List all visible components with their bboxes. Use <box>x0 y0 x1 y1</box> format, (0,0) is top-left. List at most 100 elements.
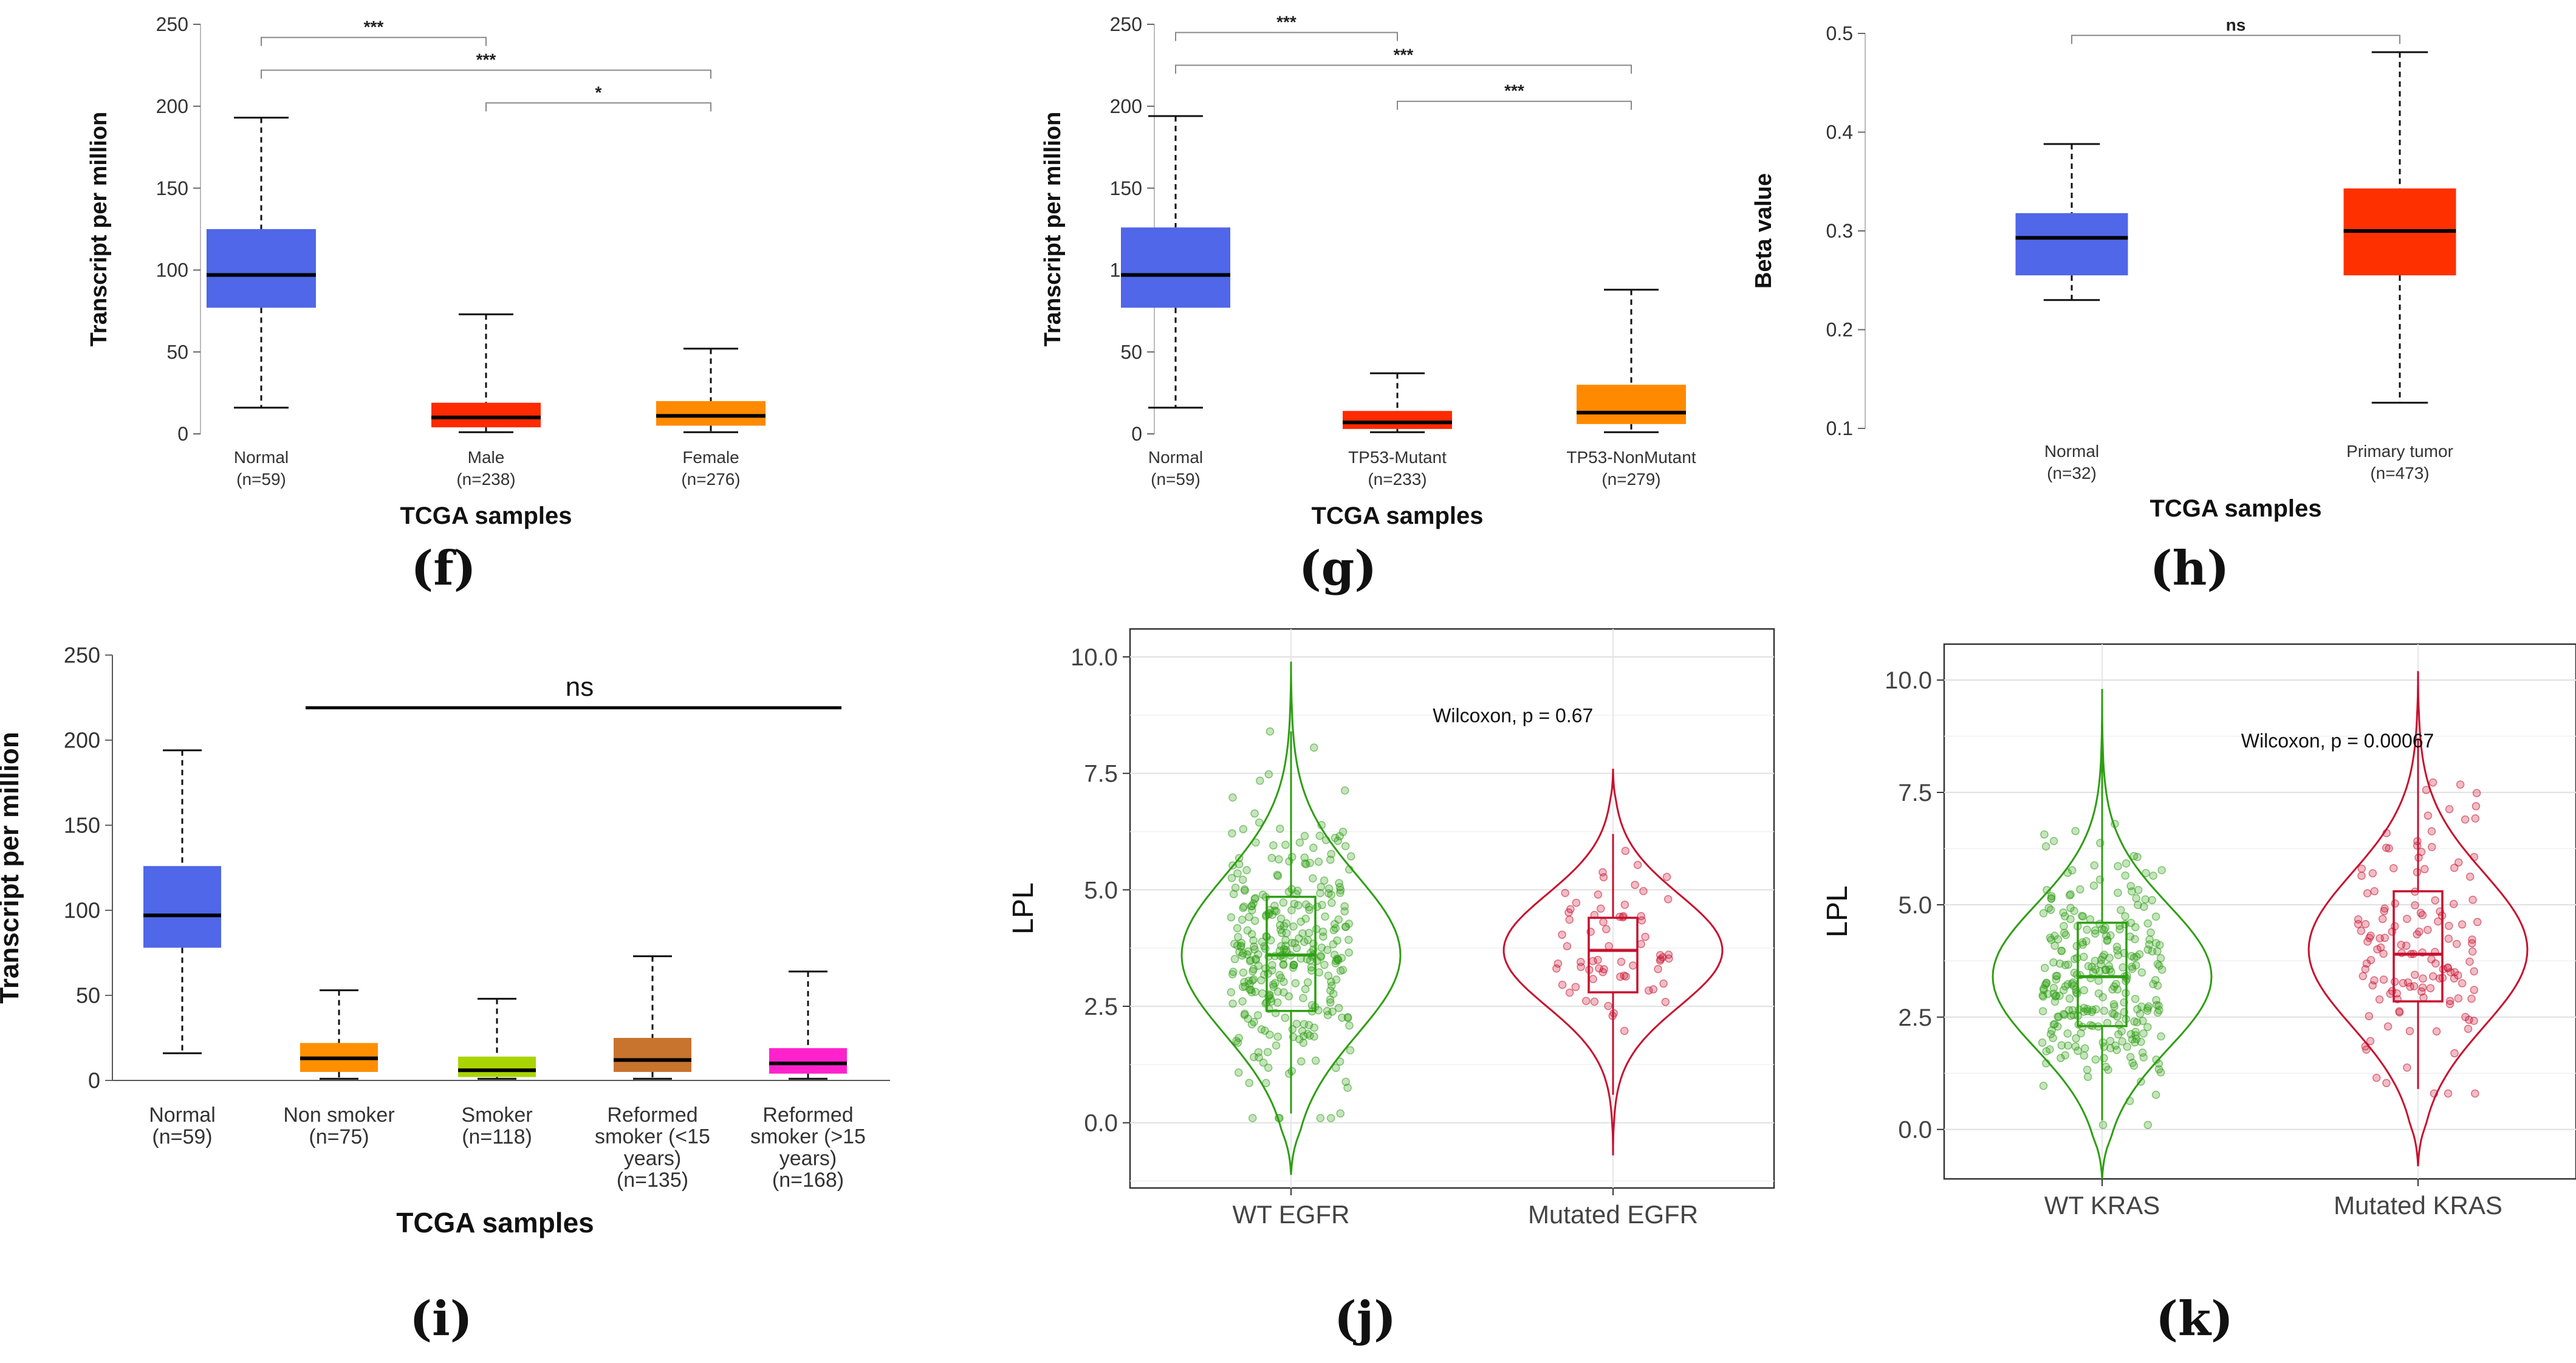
data-point <box>2111 820 2119 828</box>
data-point <box>1228 829 1236 838</box>
data-point <box>2126 932 2134 941</box>
significance-bracket <box>261 36 487 46</box>
data-point <box>2115 925 2124 934</box>
y-tick-label: 250 <box>64 643 100 668</box>
significance-bracket <box>1175 32 1398 41</box>
data-point <box>1247 988 1256 997</box>
data-point <box>1266 1030 1274 1039</box>
data-point <box>1297 1057 1306 1066</box>
data-point <box>1295 838 1304 847</box>
data-point <box>2154 1065 2163 1074</box>
x-category-label: Mutated KRAS <box>2334 1191 2502 1220</box>
data-point <box>2083 1004 2092 1014</box>
data-point <box>2112 1046 2121 1054</box>
data-point <box>1282 946 1290 955</box>
data-point <box>1239 968 1248 977</box>
data-point <box>2444 964 2453 972</box>
panel-label-k: (k) <box>2156 1291 2233 1347</box>
x-category-count: (n=59) <box>152 1125 212 1148</box>
x-axis-label: TCGA samples <box>1311 503 1483 529</box>
y-tick-label: 2.5 <box>1898 1004 1932 1031</box>
data-point <box>1571 983 1580 991</box>
data-point <box>2373 945 2382 953</box>
data-point <box>2132 1018 2142 1026</box>
data-point <box>1281 936 1290 944</box>
data-point <box>2422 786 2431 794</box>
data-point <box>1661 998 1670 1006</box>
violin-wt-egfr <box>1180 661 1402 1175</box>
y-axis-label: Transcript per million <box>86 112 112 346</box>
significance-label: *** <box>476 50 496 69</box>
y-tick-label: 100 <box>156 259 188 281</box>
data-point <box>1345 1021 1354 1030</box>
data-point <box>2066 915 2075 924</box>
x-category-count: (n=32) <box>2047 464 2097 482</box>
data-point <box>2042 1059 2050 1068</box>
data-point <box>1301 985 1310 994</box>
data-point <box>1343 1013 1352 1021</box>
data-point <box>2358 972 2368 981</box>
x-category-label: Primary tumor <box>2346 442 2453 461</box>
data-point <box>1336 888 1345 898</box>
data-point <box>2063 1029 2072 1038</box>
y-tick-label: 7.5 <box>1898 780 1932 806</box>
data-point <box>2430 1089 2439 1098</box>
x-category-count: (n=279) <box>1601 470 1660 489</box>
data-point <box>2458 920 2467 929</box>
data-point <box>1617 958 1626 966</box>
data-point <box>2363 889 2372 898</box>
data-point <box>1306 956 1315 965</box>
data-point <box>1303 978 1312 987</box>
data-point <box>2143 1023 2152 1031</box>
data-point <box>1327 978 1335 986</box>
data-point <box>2039 909 2048 918</box>
data-point <box>2129 851 2139 860</box>
data-point <box>1250 942 1258 951</box>
x-category-label: TP53-NonMutant <box>1566 448 1696 467</box>
data-point <box>2137 968 2146 977</box>
data-point <box>1321 836 1331 845</box>
data-point <box>2059 1009 2068 1018</box>
data-point <box>1633 860 1642 870</box>
data-point <box>1663 894 1673 904</box>
data-point <box>2470 1017 2478 1025</box>
data-point <box>2132 894 2140 902</box>
data-point <box>2465 957 2474 966</box>
data-point <box>2049 837 2058 845</box>
data-point <box>2145 940 2154 949</box>
data-point <box>1279 898 1288 907</box>
data-point <box>2091 929 2100 938</box>
data-point <box>2131 922 2140 932</box>
data-point <box>2139 1029 2148 1038</box>
data-point <box>1316 1114 1325 1122</box>
data-point <box>2472 802 2481 811</box>
data-point <box>2152 1056 2160 1064</box>
data-point <box>1558 930 1566 939</box>
data-point <box>2043 885 2051 894</box>
data-point <box>1664 950 1673 959</box>
data-point <box>1261 944 1270 953</box>
data-point <box>2065 994 2074 1003</box>
box-smoker <box>458 1056 536 1077</box>
data-point <box>2449 899 2458 908</box>
data-point <box>1594 890 1603 899</box>
x-category-count: (n=276) <box>681 470 740 489</box>
data-point <box>1291 979 1300 987</box>
points-mutated-egfr <box>1552 846 1673 1035</box>
data-point <box>2361 1042 2370 1051</box>
y-tick-label: 50 <box>76 983 100 1008</box>
data-point <box>2139 1053 2148 1062</box>
data-point <box>2098 993 2107 1001</box>
data-point <box>2361 965 2369 973</box>
x-axis-label: TCGA samples <box>2150 495 2321 522</box>
data-point <box>2104 1065 2112 1074</box>
box-normal <box>1121 227 1230 308</box>
data-point <box>2473 918 2482 927</box>
violin-mutated-kras <box>2307 671 2529 1167</box>
significance-label: *** <box>1394 45 1414 64</box>
data-point <box>2136 1009 2145 1018</box>
data-point <box>2468 895 2477 904</box>
plot-frame <box>1943 643 2576 1180</box>
data-point <box>2428 972 2437 981</box>
